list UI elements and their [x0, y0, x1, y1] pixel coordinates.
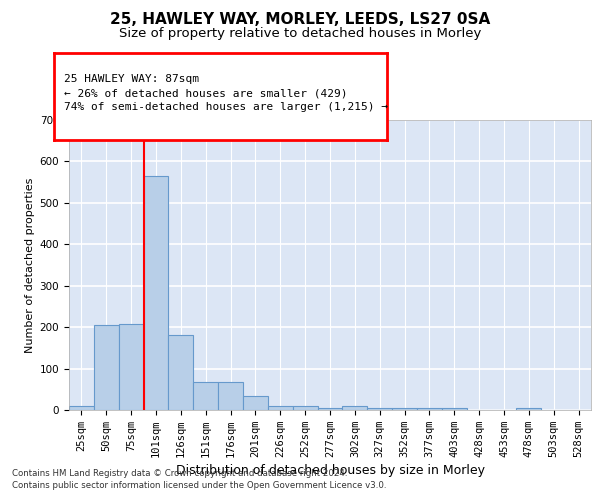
Bar: [442, 408, 467, 410]
Bar: [392, 408, 417, 410]
Bar: [517, 408, 541, 410]
Text: 25, HAWLEY WAY, MORLEY, LEEDS, LS27 0SA: 25, HAWLEY WAY, MORLEY, LEEDS, LS27 0SA: [110, 12, 490, 28]
Bar: [69, 406, 94, 410]
Y-axis label: Number of detached properties: Number of detached properties: [25, 178, 35, 352]
Bar: [268, 406, 293, 410]
Bar: [367, 408, 392, 410]
Bar: [243, 396, 268, 410]
Bar: [169, 336, 193, 410]
Bar: [143, 176, 169, 410]
Text: 25 HAWLEY WAY: 87sqm
← 26% of detached houses are smaller (429)
74% of semi-deta: 25 HAWLEY WAY: 87sqm ← 26% of detached h…: [64, 74, 388, 112]
X-axis label: Distribution of detached houses by size in Morley: Distribution of detached houses by size …: [176, 464, 485, 477]
Text: Size of property relative to detached houses in Morley: Size of property relative to detached ho…: [119, 28, 481, 40]
Bar: [119, 324, 143, 410]
Text: Contains public sector information licensed under the Open Government Licence v3: Contains public sector information licen…: [12, 481, 386, 490]
Bar: [343, 406, 367, 410]
Text: Contains HM Land Registry data © Crown copyright and database right 2024.: Contains HM Land Registry data © Crown c…: [12, 468, 347, 477]
Bar: [94, 325, 119, 410]
Bar: [218, 382, 243, 410]
Bar: [293, 406, 317, 410]
Bar: [317, 408, 343, 410]
Bar: [417, 408, 442, 410]
Bar: [193, 382, 218, 410]
